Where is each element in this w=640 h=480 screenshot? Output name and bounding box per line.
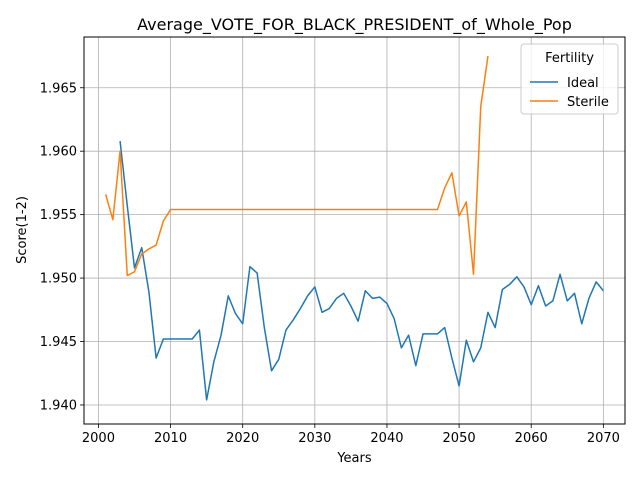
legend-label-ideal: Ideal xyxy=(567,76,599,91)
x-tick-label: 2020 xyxy=(226,431,259,446)
x-tick-label: 2070 xyxy=(587,431,620,446)
legend-title: Fertility xyxy=(545,51,594,66)
legend: Fertility Ideal Sterile xyxy=(520,43,619,115)
series-line-ideal xyxy=(119,140,604,401)
chart-title: Average_VOTE_FOR_BLACK_PRESIDENT_of_Whol… xyxy=(137,15,572,35)
x-tick-label: 2060 xyxy=(515,431,548,446)
x-tick-label: 2050 xyxy=(443,431,476,446)
legend-box xyxy=(520,43,619,115)
y-tick-label: 1.950 xyxy=(40,272,77,287)
legend-label-sterile: Sterile xyxy=(567,95,609,110)
x-tick-label: 2040 xyxy=(370,431,403,446)
plot-frame xyxy=(83,36,626,425)
series-lines xyxy=(104,55,604,401)
x-axis-label: Years xyxy=(336,451,372,466)
x-tick-label: 2000 xyxy=(82,431,115,446)
x-tick-label: 2030 xyxy=(298,431,331,446)
y-axis-label: Score(1-2) xyxy=(15,196,30,264)
series-line-sterile xyxy=(104,55,489,277)
y-tick-label: 1.940 xyxy=(40,398,77,413)
axis-ticks: 2000 2010 2020 2030 2040 2050 2060 2070 1.940 1.9… xyxy=(40,81,620,446)
y-tick-label: 1.965 xyxy=(40,81,77,96)
y-tick-label: 1.955 xyxy=(40,208,77,223)
x-tick-label: 2010 xyxy=(154,431,187,446)
y-tick-label: 1.945 xyxy=(40,335,77,350)
y-tick-label: 1.960 xyxy=(40,145,77,160)
